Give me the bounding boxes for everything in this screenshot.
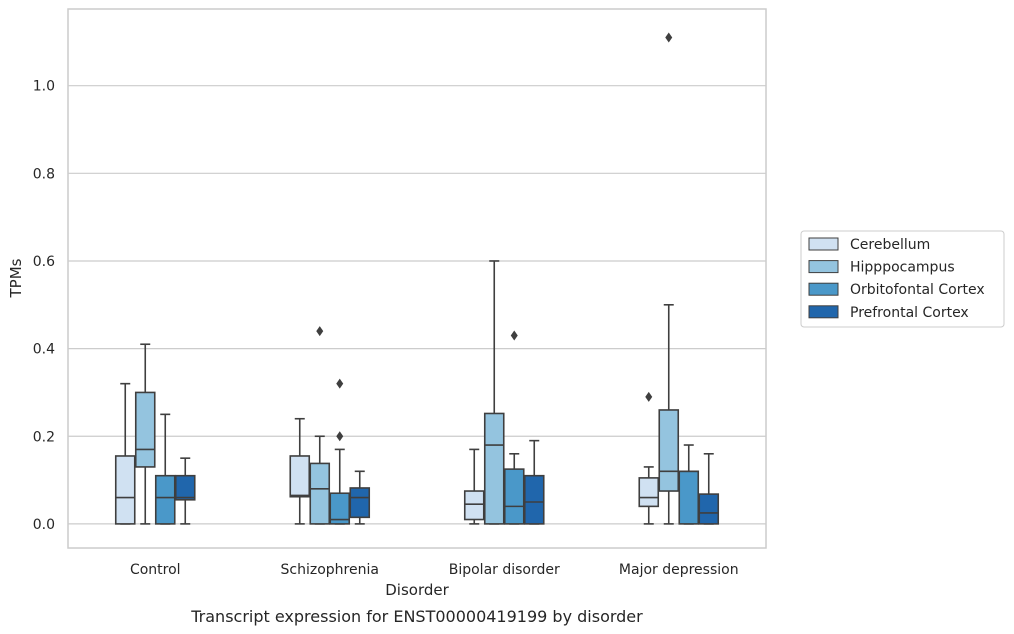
box: [523, 474, 545, 525]
box-group: [503, 330, 525, 525]
box-group: [289, 417, 311, 525]
box: [289, 455, 311, 498]
outlier-point: [510, 330, 518, 341]
box-group: [523, 439, 545, 525]
legend-label: Prefrontal Cortex: [850, 305, 969, 321]
x-tick-labels: Control Schizophrenia Bipolar disorder Majo…: [130, 562, 739, 578]
chart-caption: Transcript expression for ENST0000041919…: [190, 607, 643, 626]
box: [329, 492, 351, 525]
box: [698, 493, 720, 525]
legend-swatch: [808, 237, 839, 251]
box-group: [154, 413, 176, 525]
box: [154, 474, 176, 525]
box: [463, 490, 485, 521]
box-group: [114, 382, 136, 525]
legend-swatch: [808, 282, 839, 296]
x-tick-label: Schizophrenia: [281, 562, 379, 578]
y-tick-label: 0.0: [33, 517, 55, 533]
box-group: [483, 260, 505, 525]
box-group: [638, 391, 660, 525]
y-tick-label: 0.8: [33, 166, 55, 182]
legend-items: Cerebellum Hipppocampus Orbitofontal Corte…: [808, 237, 985, 321]
legend-label: Orbitofontal Cortex: [850, 282, 985, 298]
box: [638, 477, 660, 508]
box-group: [658, 32, 680, 525]
box-group: [463, 448, 485, 525]
legend: Cerebellum Hipppocampus Orbitofontal Corte…: [800, 230, 1005, 328]
x-tick-label: Major depression: [619, 562, 739, 578]
box: [349, 487, 371, 519]
outlier-point: [316, 326, 324, 337]
box: [483, 412, 505, 525]
boxes: [114, 32, 720, 525]
legend-label: Cerebellum: [850, 237, 930, 253]
y-tick-label: 0.2: [33, 429, 55, 445]
box-group: [349, 470, 371, 525]
plot-frame: [67, 8, 767, 549]
box-group: [174, 457, 196, 525]
legend-swatch: [808, 260, 839, 274]
box: [174, 474, 196, 501]
x-tick-label: Bipolar disorder: [449, 562, 560, 578]
box: [134, 391, 156, 468]
x-tick-label: Control: [130, 562, 181, 578]
legend-frame: [800, 230, 1005, 328]
box: [114, 455, 136, 525]
legend-swatch: [808, 305, 839, 319]
box: [503, 468, 525, 525]
box: [309, 462, 331, 525]
box-group: [134, 343, 156, 525]
y-tick-label: 0.4: [33, 342, 55, 358]
box: [678, 470, 700, 525]
box-group: [329, 378, 351, 525]
outlier-point: [665, 32, 673, 43]
outlier-point: [336, 378, 344, 389]
y-axis-label: TPMs: [7, 258, 25, 298]
box-group: [698, 452, 720, 525]
box-group: [309, 326, 331, 525]
box: [658, 409, 680, 492]
box-group: [678, 444, 700, 525]
y-tick-label: 1.0: [33, 79, 55, 95]
y-tick-labels: 0.0 0.2 0.4 0.6 0.8 1.0: [33, 79, 55, 533]
x-axis-label: Disorder: [385, 581, 449, 599]
legend-label: Hipppocampus: [850, 260, 955, 276]
outlier-point: [336, 431, 344, 442]
y-tick-label: 0.6: [33, 254, 55, 270]
outlier-point: [645, 391, 653, 402]
